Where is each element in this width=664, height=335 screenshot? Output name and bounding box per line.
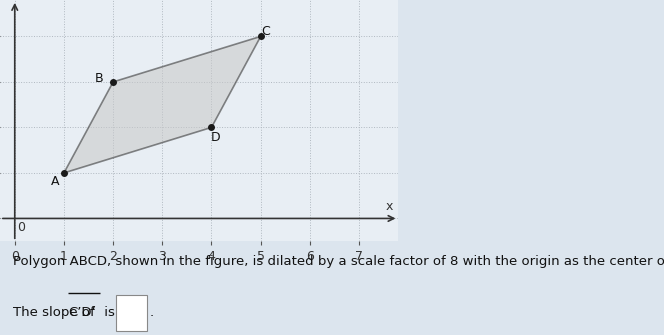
- Text: A: A: [51, 175, 59, 188]
- FancyBboxPatch shape: [116, 295, 147, 331]
- Text: The slope of: The slope of: [13, 307, 100, 319]
- Text: 0: 0: [17, 221, 25, 234]
- Text: D: D: [210, 131, 220, 144]
- Text: C’D’: C’D’: [68, 307, 96, 319]
- Text: .: .: [149, 307, 153, 319]
- Text: x: x: [386, 200, 394, 213]
- Polygon shape: [64, 37, 261, 173]
- Text: Polygon ABCD, shown in the figure, is dilated by a scale factor of 8 with the or: Polygon ABCD, shown in the figure, is di…: [13, 255, 664, 268]
- Text: B: B: [95, 72, 104, 85]
- Text: C: C: [261, 25, 270, 38]
- Text: is: is: [100, 307, 114, 319]
